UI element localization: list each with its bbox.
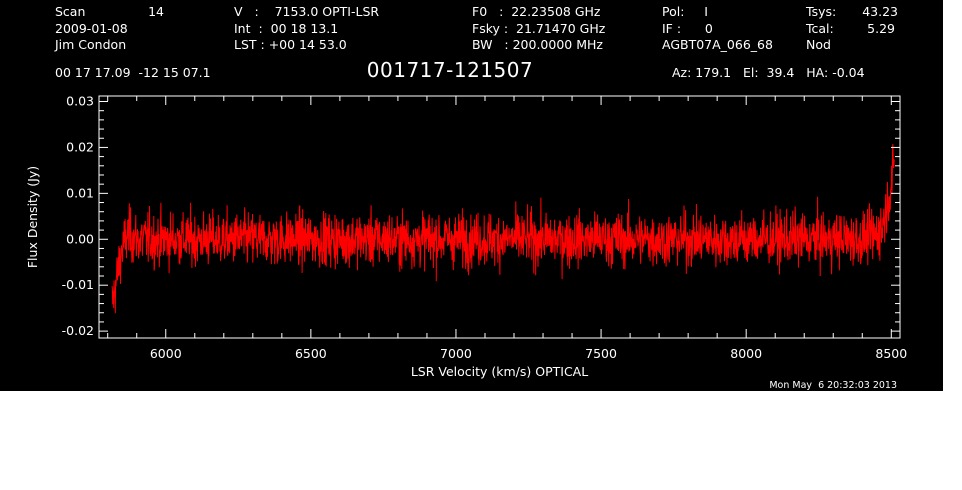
x-tick-label: 6500: [295, 346, 327, 361]
scan-label: Scan: [55, 4, 86, 19]
f0-line: F0 : 22.23508 GHz: [472, 4, 601, 19]
project-id: AGBT07A_066_68: [662, 37, 773, 52]
velocity-line: V : 7153.0 OPTI-LSR: [234, 4, 380, 19]
y-tick-label: 0.00: [66, 231, 94, 246]
observer: Jim Condon: [55, 37, 127, 52]
timestamp: Mon May 6 20:32:03 2013: [769, 380, 897, 391]
x-tick-label: 6000: [150, 346, 182, 361]
date: 2009-01-08: [55, 21, 128, 36]
az-el-ha: Az: 179.1 El: 39.4 HA: -0.04: [672, 65, 865, 80]
pol-line: Pol: I: [662, 4, 708, 19]
y-axis-label: Flux Density (Jy): [25, 166, 40, 268]
tcal-label: Tcal:: [806, 21, 834, 36]
fsky-line: Fsky : 21.71470 GHz: [472, 21, 606, 36]
x-tick-label: 8500: [875, 346, 907, 361]
source-name: 001717-121507: [366, 58, 534, 82]
procedure: Nod: [806, 37, 831, 52]
tsys-value: 43.23: [862, 4, 898, 19]
tsys-label: Tsys:: [806, 4, 837, 19]
plot-frame: [98, 95, 901, 339]
x-tick-label: 7500: [585, 346, 617, 361]
y-tick-label: 0.01: [66, 185, 94, 200]
y-tick-label: 0.03: [66, 94, 94, 109]
tcal-value: 5.29: [867, 21, 895, 36]
x-tick-label: 8000: [730, 346, 762, 361]
bw-line: BW : 200.0000 MHz: [472, 37, 603, 52]
x-axis-label: LSR Velocity (km/s) OPTICAL: [411, 364, 588, 379]
scan-value: 14: [148, 4, 164, 19]
y-tick-label: -0.02: [62, 323, 94, 338]
int-line: Int : 00 18 13.1: [234, 21, 339, 36]
spectrum-series-line: [111, 144, 895, 314]
y-tick-label: 0.02: [66, 139, 94, 154]
spectrum-chart: 6000 6500 7000 7500 8000 8500 -0.02 -0.01 0.00 0.…: [25, 94, 907, 379]
y-tick-label: -0.01: [62, 277, 94, 292]
plot-panel: Scan 14 2009-01-08 Jim Condon V : 7153.0…: [0, 0, 943, 391]
x-tick-label: 7000: [440, 346, 472, 361]
lst-line: LST : +00 14 53.0: [234, 37, 347, 52]
if-line: IF : 0: [662, 21, 713, 36]
coordinates: 00 17 17.09 -12 15 07.1: [55, 65, 211, 80]
